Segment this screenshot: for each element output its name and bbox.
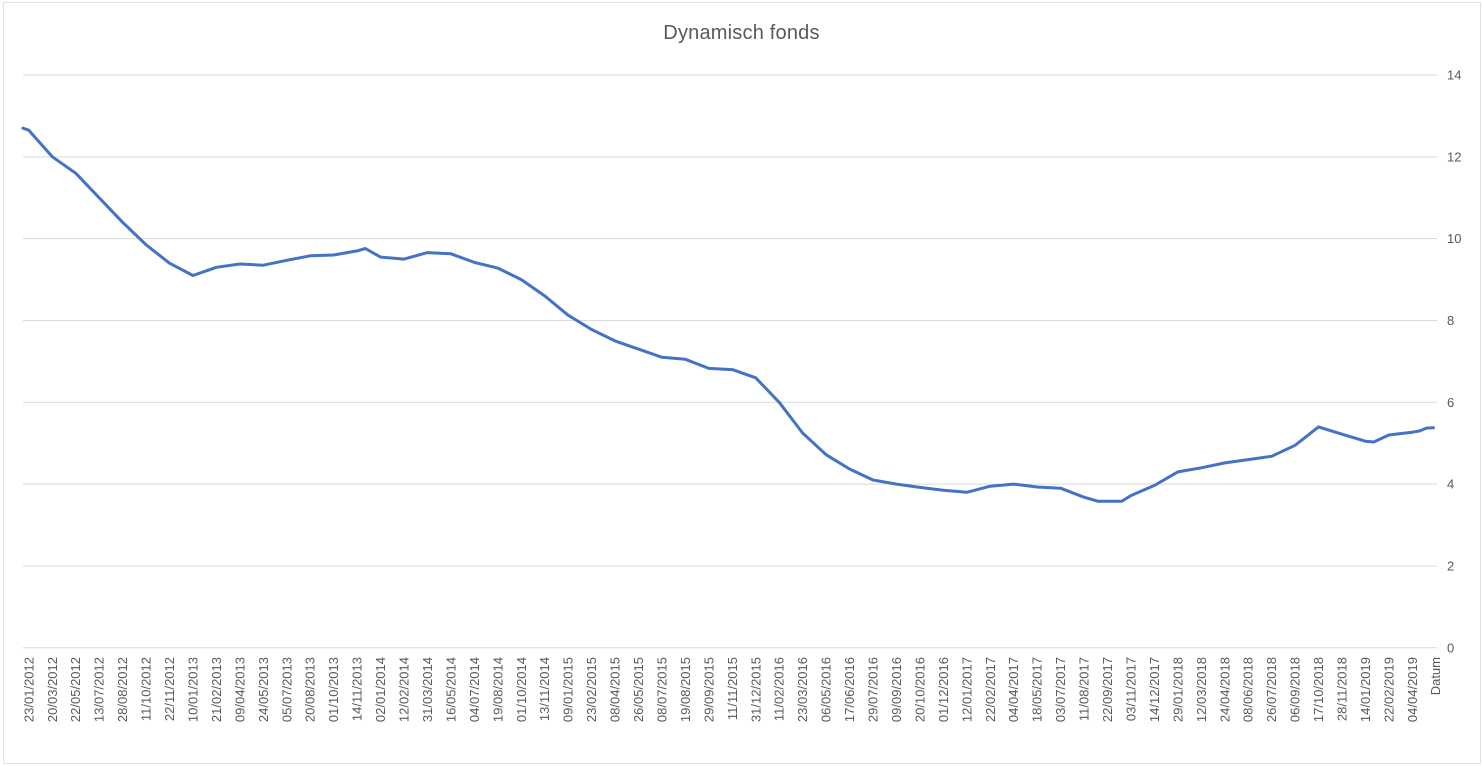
- x-tick-label: 09/09/2016: [889, 657, 904, 722]
- x-tick-label: 11/10/2012: [139, 657, 154, 721]
- x-axis-labels: 23/01/2012 20/03/2012 22/05/2012 13/07/2012…: [21, 657, 1420, 722]
- series-group: [21, 126, 1435, 503]
- x-tick-label: 20/03/2012: [45, 657, 60, 722]
- x-tick-label: 08/04/2015: [608, 657, 623, 722]
- x-tick-label: 22/05/2012: [68, 657, 83, 722]
- x-tick-label: 23/01/2012: [21, 657, 36, 722]
- x-tick-label: 28/08/2012: [115, 657, 130, 722]
- x-tick-label: 03/07/2017: [1053, 657, 1068, 722]
- x-tick-label: 08/06/2018: [1241, 657, 1256, 722]
- x-tick-label: 01/12/2016: [936, 657, 951, 722]
- series-line: [21, 126, 1435, 503]
- x-tick-label: 23/03/2016: [795, 657, 810, 722]
- x-tick-label: 05/07/2013: [279, 657, 294, 722]
- x-tick-label: 26/05/2015: [631, 657, 646, 722]
- x-tick-label: 14/01/2019: [1358, 657, 1373, 722]
- x-tick-label: 03/11/2017: [1123, 657, 1138, 721]
- x-tick-label: 23/02/2015: [584, 657, 599, 722]
- x-tick-label: 04/07/2014: [467, 657, 482, 722]
- x-tick-label: 10/01/2013: [185, 657, 200, 722]
- x-tick-label: 22/09/2017: [1100, 657, 1115, 722]
- x-tick-label: 12/03/2018: [1194, 657, 1209, 722]
- x-tick-label: 24/05/2013: [256, 657, 271, 722]
- y-axis-labels: 14 12 10 8 6 4 2 0: [1447, 67, 1461, 655]
- x-tick-label: 11/11/2015: [725, 657, 740, 720]
- x-tick-label: 20/10/2016: [912, 657, 927, 722]
- x-tick-label: 19/08/2015: [678, 657, 693, 722]
- x-tick-label: 17/06/2016: [842, 657, 857, 722]
- x-axis-title: Datum: [1428, 657, 1443, 695]
- x-tick-label: 29/07/2016: [866, 657, 881, 722]
- y-tick-label: 14: [1447, 67, 1461, 82]
- x-tick-label: 22/02/2019: [1381, 657, 1396, 722]
- x-tick-label: 06/09/2018: [1288, 657, 1303, 722]
- x-tick-label: 26/07/2018: [1264, 657, 1279, 722]
- y-tick-label: 12: [1447, 149, 1461, 164]
- y-tick-label: 8: [1447, 313, 1454, 328]
- y-tick-label: 10: [1447, 231, 1461, 246]
- x-tick-label: 12/01/2017: [959, 657, 974, 722]
- x-tick-label: 29/01/2018: [1170, 657, 1185, 722]
- x-tick-label: 31/12/2015: [748, 657, 763, 722]
- x-tick-label: 11/02/2016: [772, 657, 787, 721]
- chart-title: Dynamisch fonds: [663, 22, 820, 44]
- x-tick-label: 11/08/2017: [1077, 657, 1092, 721]
- y-tick-label: 2: [1447, 558, 1454, 573]
- x-tick-label: 28/11/2018: [1335, 657, 1350, 721]
- x-tick-label: 17/10/2018: [1311, 657, 1326, 722]
- y-tick-label: 6: [1447, 395, 1454, 410]
- x-tick-label: 20/08/2013: [303, 657, 318, 722]
- x-tick-label: 08/07/2015: [654, 657, 669, 722]
- x-tick-label: 16/05/2014: [443, 657, 458, 722]
- x-tick-label: 04/04/2017: [1006, 657, 1021, 722]
- x-tick-label: 12/02/2014: [397, 657, 412, 722]
- x-tick-label: 29/09/2015: [701, 657, 716, 722]
- x-tick-label: 14/12/2017: [1147, 657, 1162, 722]
- x-tick-label: 13/11/2014: [537, 657, 552, 721]
- x-tick-label: 02/01/2014: [373, 657, 388, 722]
- x-tick-label: 04/04/2019: [1405, 657, 1420, 722]
- x-tick-label: 22/11/2012: [162, 657, 177, 721]
- x-tick-label: 06/05/2016: [819, 657, 834, 722]
- x-tick-label: 18/05/2017: [1030, 657, 1045, 722]
- x-tick-label: 31/03/2014: [420, 657, 435, 722]
- y-tick-label: 4: [1447, 477, 1454, 492]
- x-tick-label: 09/04/2013: [232, 657, 247, 722]
- x-tick-label: 21/02/2013: [209, 657, 224, 722]
- x-tick-label: 09/01/2015: [561, 657, 576, 722]
- x-tick-label: 19/08/2014: [490, 657, 505, 722]
- x-tick-label: 01/10/2014: [514, 657, 529, 722]
- y-tick-label: 0: [1447, 640, 1454, 655]
- x-tick-label: 24/04/2018: [1217, 657, 1232, 722]
- x-tick-label: 14/11/2013: [350, 657, 365, 721]
- x-tick-label: 13/07/2012: [92, 657, 107, 722]
- x-tick-label: 22/02/2017: [983, 657, 998, 722]
- gridlines-group: [23, 74, 1437, 649]
- x-tick-label: 01/10/2013: [326, 657, 341, 722]
